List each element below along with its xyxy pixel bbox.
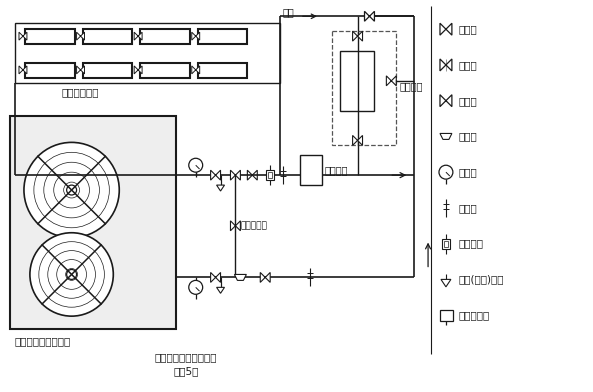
Bar	[10, 116, 176, 329]
Bar	[331, 31, 396, 145]
Polygon shape	[231, 221, 240, 231]
Bar	[82, 29, 132, 44]
Polygon shape	[192, 32, 200, 40]
Circle shape	[24, 142, 119, 238]
Circle shape	[66, 185, 76, 195]
Text: 止回阀: 止回阀	[459, 60, 477, 70]
Polygon shape	[440, 23, 452, 35]
Text: 流量开关: 流量开关	[459, 239, 484, 249]
Bar	[340, 51, 374, 111]
Text: 过滤器: 过滤器	[459, 131, 477, 142]
Text: 电加热器: 电加热器	[325, 165, 348, 175]
Bar	[25, 29, 75, 44]
Polygon shape	[440, 59, 452, 71]
Bar	[442, 239, 450, 249]
Bar	[440, 310, 453, 321]
Text: 维护旁通阀: 维护旁通阀	[240, 221, 267, 230]
Text: 排水(排气)接头: 排水(排气)接头	[459, 274, 504, 285]
Bar	[15, 23, 280, 83]
Bar	[268, 172, 272, 178]
Polygon shape	[76, 66, 85, 74]
Text: 压力表: 压力表	[459, 167, 477, 177]
Polygon shape	[211, 272, 221, 282]
Text: 闭式水系统安装参考图: 闭式水系统安装参考图	[155, 352, 217, 362]
Text: 补水: 补水	[282, 7, 294, 17]
Text: 风冷冷（热）水主机: 风冷冷（热）水主机	[14, 336, 70, 346]
Polygon shape	[216, 287, 225, 293]
Text: 电加热器: 电加热器	[399, 81, 423, 91]
Bar	[197, 63, 247, 78]
Bar	[140, 63, 190, 78]
Text: （图5）: （图5）	[173, 366, 199, 376]
Circle shape	[189, 158, 203, 172]
Polygon shape	[440, 133, 452, 140]
Polygon shape	[231, 170, 240, 180]
Polygon shape	[76, 32, 85, 40]
Circle shape	[30, 233, 113, 316]
Bar	[82, 63, 132, 78]
Polygon shape	[353, 135, 362, 145]
Polygon shape	[365, 11, 374, 21]
Polygon shape	[216, 185, 225, 191]
Text: 空调末端机组: 空调末端机组	[62, 87, 99, 97]
Circle shape	[189, 280, 203, 294]
Text: 温度计: 温度计	[459, 203, 477, 213]
Polygon shape	[192, 66, 200, 74]
Bar	[444, 241, 448, 247]
Bar	[266, 170, 274, 180]
Bar	[140, 29, 190, 44]
Bar	[300, 155, 322, 185]
Polygon shape	[234, 274, 246, 280]
Polygon shape	[134, 66, 142, 74]
Circle shape	[439, 165, 453, 179]
Polygon shape	[441, 279, 451, 287]
Bar	[197, 29, 247, 44]
Polygon shape	[19, 66, 27, 74]
Polygon shape	[134, 32, 142, 40]
Bar	[25, 63, 75, 78]
Polygon shape	[19, 32, 27, 40]
Polygon shape	[211, 170, 221, 180]
Circle shape	[66, 269, 76, 279]
Polygon shape	[260, 272, 270, 282]
Text: 密闭膨胀罐: 密闭膨胀罐	[459, 310, 490, 320]
Text: 截止阀: 截止阀	[459, 24, 477, 34]
Text: 调节阀: 调节阀	[459, 96, 477, 106]
Polygon shape	[353, 31, 362, 41]
